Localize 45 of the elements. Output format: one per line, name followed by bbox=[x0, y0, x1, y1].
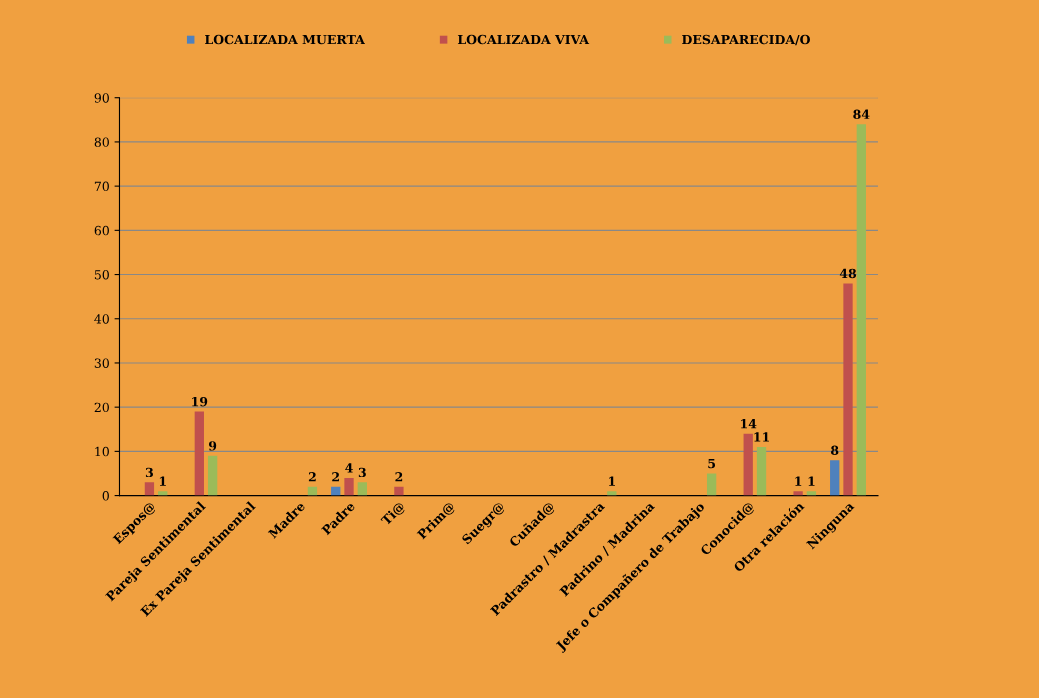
y-tick-label: 90 bbox=[94, 93, 109, 103]
legend-label: LOCALIZADA VIVA bbox=[457, 34, 590, 45]
bar bbox=[344, 477, 354, 496]
data-label: 2 bbox=[395, 472, 403, 482]
y-tick-label: 70 bbox=[94, 181, 109, 192]
bar bbox=[144, 482, 155, 496]
data-label: 11 bbox=[754, 432, 769, 442]
y-tick-label: 80 bbox=[94, 137, 109, 147]
data-label: 1 bbox=[795, 476, 802, 486]
y-tick-label: 40 bbox=[94, 314, 109, 324]
y-tick-label: 30 bbox=[94, 358, 109, 368]
data-label: 2 bbox=[332, 472, 339, 482]
bar bbox=[394, 486, 404, 496]
data-label: 9 bbox=[208, 441, 217, 451]
bar bbox=[756, 446, 767, 496]
bar bbox=[207, 455, 218, 496]
data-label: 8 bbox=[831, 445, 839, 456]
data-label: 84 bbox=[853, 109, 870, 120]
x-tick-label: Ti@ bbox=[380, 501, 407, 528]
legend-label: LOCALIZADA MUERTA bbox=[205, 34, 365, 45]
data-label: 19 bbox=[192, 396, 208, 407]
bar bbox=[843, 283, 853, 496]
y-tick-label: 0 bbox=[102, 491, 109, 501]
data-label: 1 bbox=[609, 476, 615, 486]
data-label: 3 bbox=[145, 467, 153, 478]
y-tick-label: 20 bbox=[94, 402, 109, 413]
data-label: 1 bbox=[808, 476, 815, 486]
bar bbox=[743, 433, 753, 496]
bar bbox=[793, 491, 803, 496]
bar bbox=[357, 482, 367, 496]
data-label: 2 bbox=[308, 472, 316, 482]
y-tick-label: 50 bbox=[94, 270, 109, 280]
y-tick-label: 60 bbox=[94, 225, 109, 236]
bar bbox=[856, 124, 866, 496]
bar bbox=[830, 460, 840, 496]
data-label: 5 bbox=[708, 458, 716, 469]
data-label: 48 bbox=[839, 268, 857, 279]
data-label: 1 bbox=[159, 476, 166, 486]
bar bbox=[706, 473, 717, 496]
legend-label: DESAPARECIDA/O bbox=[682, 34, 810, 46]
y-tick-label: 10 bbox=[95, 446, 109, 457]
data-label: 3 bbox=[358, 467, 366, 478]
bar bbox=[194, 411, 204, 496]
data-label: 14 bbox=[741, 419, 757, 429]
data-label: 4 bbox=[345, 463, 353, 473]
